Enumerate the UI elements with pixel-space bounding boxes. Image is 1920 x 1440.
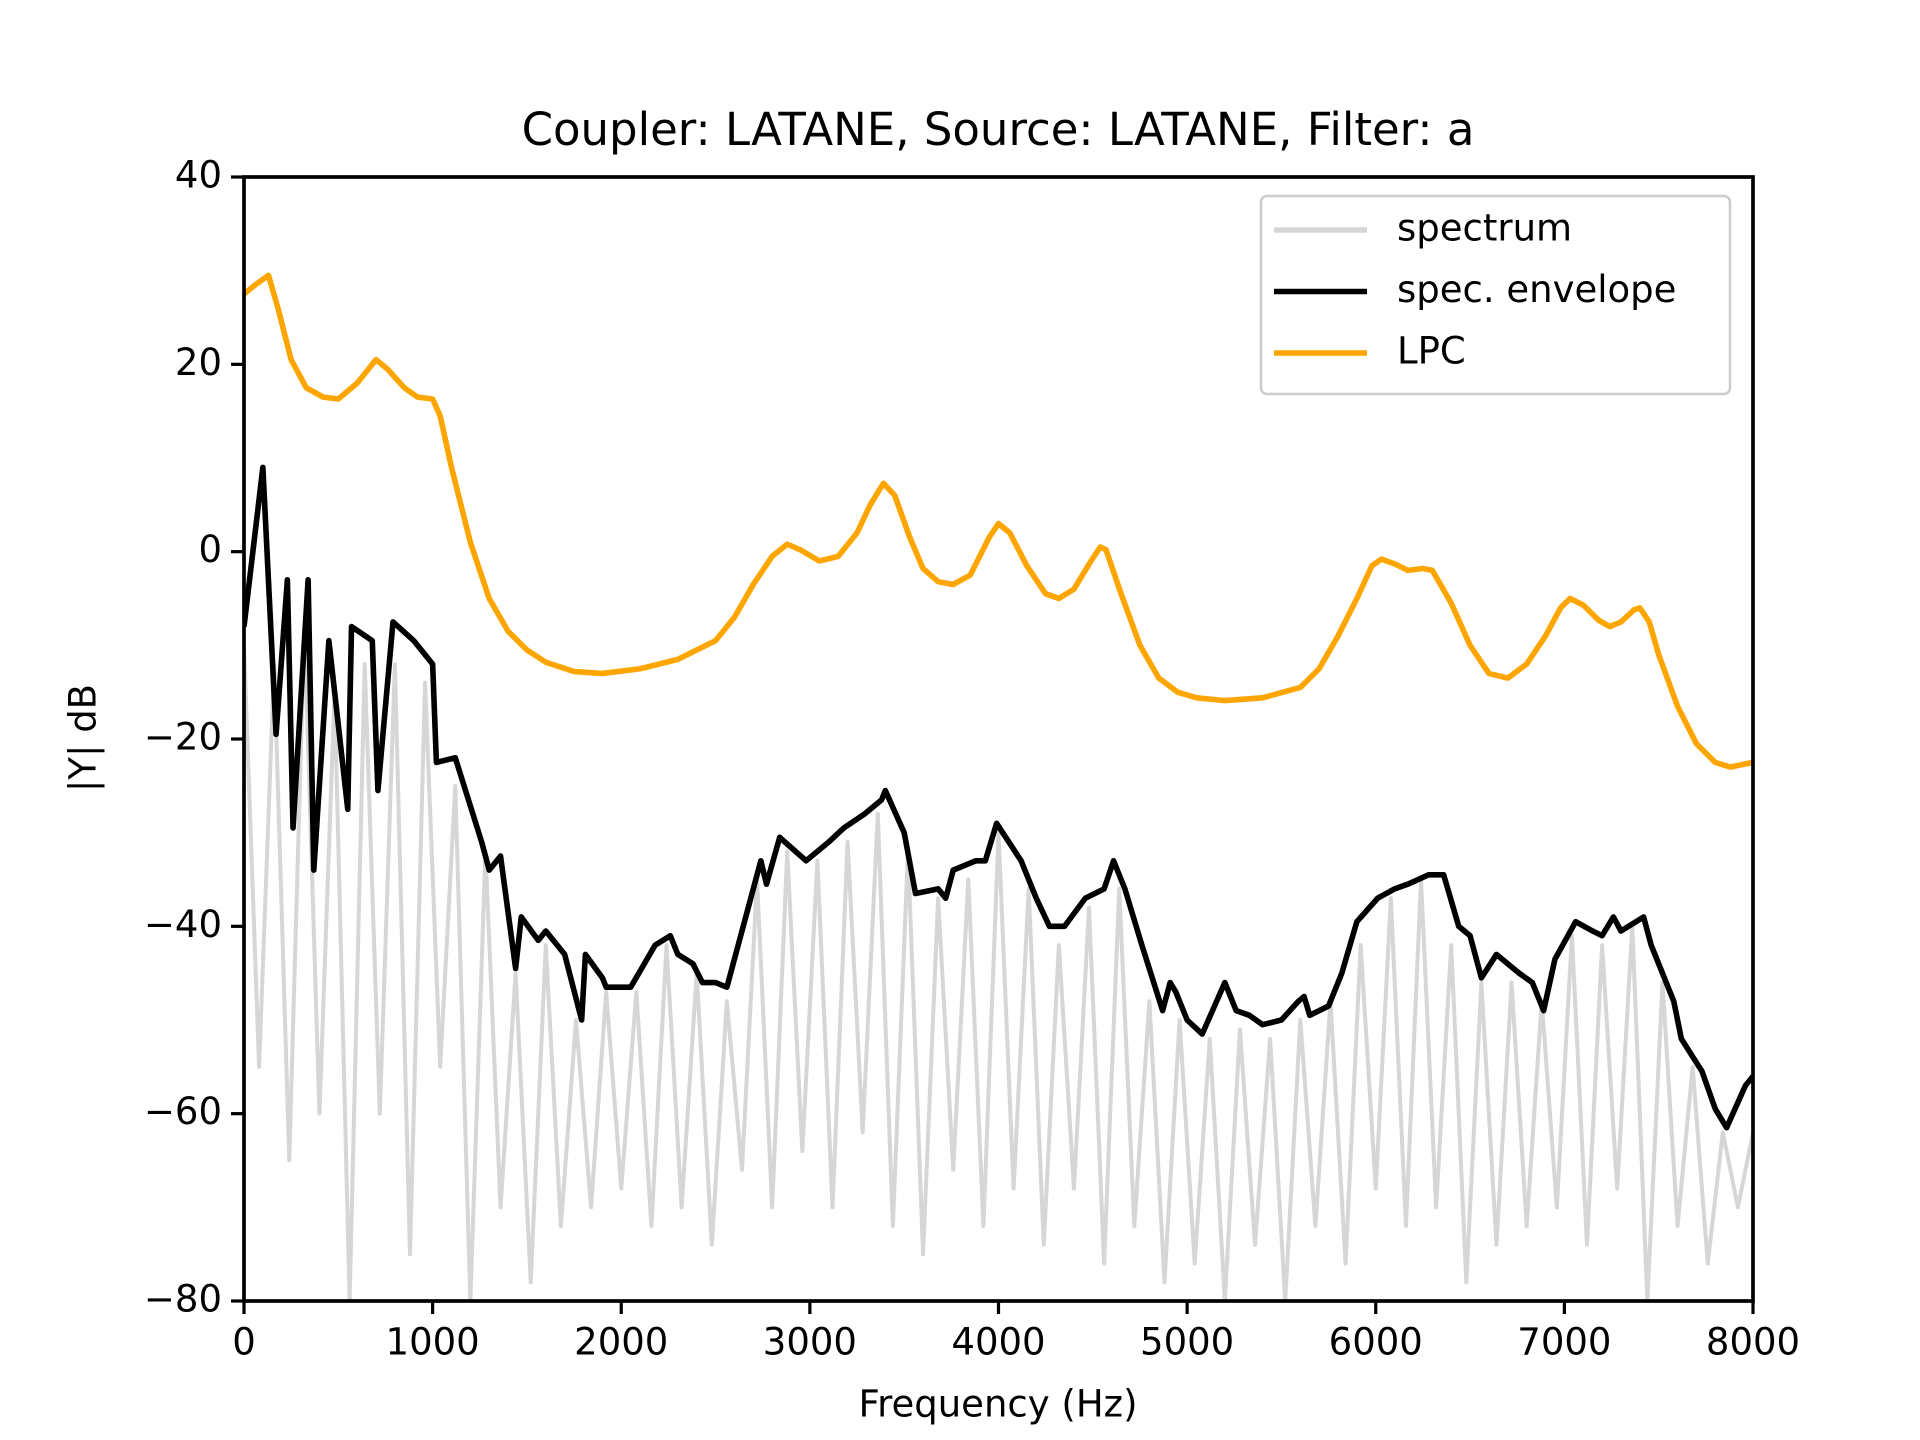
x-tick-label: 3000 — [763, 1321, 857, 1364]
y-axis-label: |Y| dB — [62, 684, 105, 792]
legend-box — [1259, 194, 1732, 396]
x-tick-label: 1000 — [386, 1321, 480, 1364]
x-tick-label: 7000 — [1517, 1321, 1611, 1364]
y-tick-label: −60 — [144, 1090, 222, 1133]
series-line — [244, 272, 1753, 770]
y-tick-label: 0 — [198, 528, 222, 571]
chart-title: Coupler: LATANE, Source: LATANE, Filter:… — [522, 103, 1475, 156]
x-tick-label: 6000 — [1329, 1321, 1423, 1364]
legend-label: spectrum — [1397, 207, 1572, 250]
legend-label: LPC — [1397, 330, 1466, 373]
y-tick-label: −40 — [144, 903, 222, 946]
x-tick-label: 2000 — [574, 1321, 668, 1364]
legend-label: spec. envelope — [1397, 268, 1676, 311]
y-tick-label: −20 — [144, 716, 222, 759]
series-line — [244, 464, 1753, 1131]
x-tick-label: 5000 — [1140, 1321, 1234, 1364]
x-tick-label: 0 — [232, 1321, 256, 1364]
x-tick-label: 8000 — [1706, 1321, 1800, 1364]
x-tick-label: 4000 — [951, 1321, 1045, 1364]
y-tick-label: 20 — [175, 341, 222, 384]
x-axis-label: Frequency (Hz) — [858, 1383, 1137, 1426]
series-line — [244, 624, 1753, 1301]
y-tick-label: −80 — [144, 1278, 222, 1321]
y-tick-label: 40 — [175, 154, 222, 197]
